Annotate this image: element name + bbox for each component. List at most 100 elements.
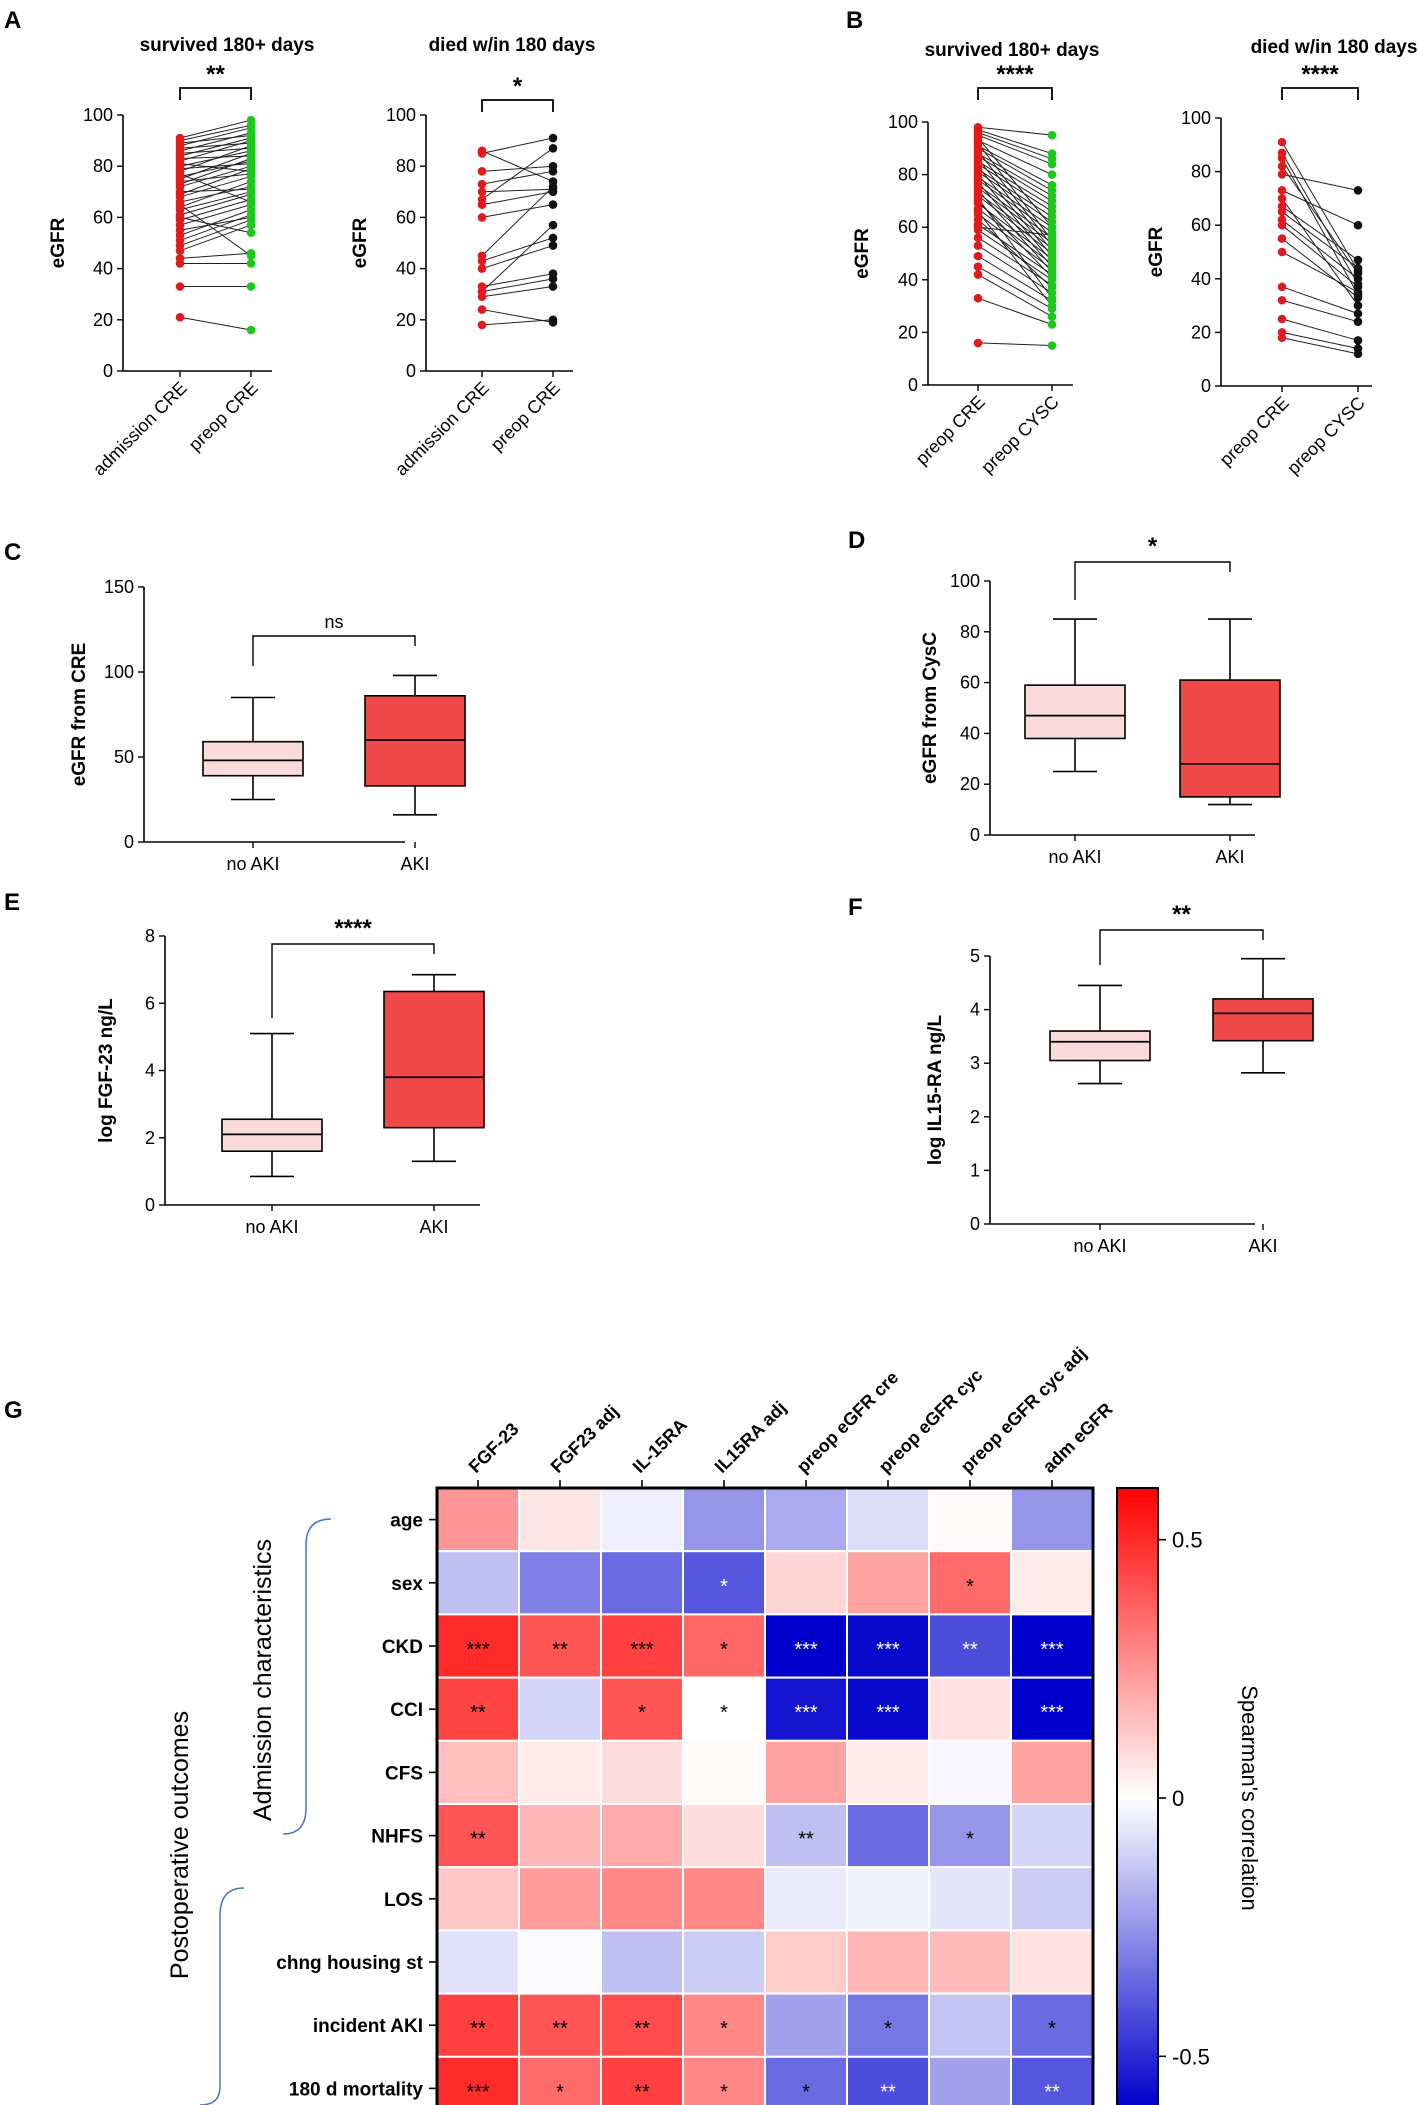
box [1049,1030,1151,1062]
data-point-after [1353,309,1363,318]
data-point-after [246,184,256,194]
significance-star: ** [552,2018,568,2040]
heatmap-cell [764,1613,848,1679]
pair-line [977,142,1053,241]
pair-line [481,204,554,218]
y-tick-label: 40 [93,259,113,279]
pair-line [1281,331,1359,349]
pair-line [179,214,252,241]
pair-line [977,187,1053,244]
data-point-after [246,167,256,176]
panel-c-boxplot: 0 50 100 150 eGFR from CRE no AKI AKI ns [69,577,466,874]
heatmap-cell [518,1866,602,1932]
heatmap-cell [1010,1992,1094,2058]
pair-line [179,216,252,231]
pair-line [977,192,1053,249]
box [1179,679,1281,798]
heatmap-cell [436,1866,520,1932]
data-point-after [1353,336,1363,345]
x-tick-label: AKI [400,854,429,874]
significance-bracket [179,87,252,100]
panel-letter-d: D [848,527,865,554]
plot-title: survived 180+ days [140,35,315,56]
y-tick-label: 0 [908,375,918,395]
heatmap-cell [764,1803,848,1869]
pair-line [977,161,1053,207]
pair-line [481,237,554,262]
pair-line [481,224,554,293]
y-tick-label: 20 [898,322,918,342]
x-tick-label: no AKI [245,1217,298,1237]
pair-line [179,204,252,226]
heatmap-cell [764,1929,848,1995]
x-tick-label: AKI [1215,847,1244,867]
heatmap-cell [1010,1929,1094,1995]
heatmap-cell [682,1739,766,1806]
pair-line [1281,157,1359,296]
heatmap-cell [682,1676,766,1742]
y-axis-title: log FGF-23 ng/L [96,998,117,1143]
pair-line [179,150,252,167]
data-point-before [477,213,487,222]
heatmap-cell [928,1487,1012,1553]
significance-star: ** [470,1702,486,1724]
pair-line [977,245,1053,294]
data-point-before [973,133,983,143]
data-point-before [1277,202,1287,211]
panel-letter-b: B [846,7,863,34]
heatmap-cell [764,1487,848,1553]
significance-label: ** [206,61,225,88]
row-label: LOS [384,1890,423,1911]
data-point-before [1277,137,1287,147]
y-tick-label: 0 [124,832,134,852]
y-tick-label: 60 [898,217,918,237]
row-label: CKD [382,1637,423,1658]
data-point-after [246,151,256,161]
y-axis-title: eGFR [350,217,371,268]
pair-line [977,153,1053,197]
data-point-after [246,159,256,168]
heatmap-cell [600,1929,684,1995]
pair-line [481,165,554,172]
y-tick-label: 5 [970,946,980,966]
heatmap-cell [928,1992,1012,2058]
data-point-before [973,122,983,132]
pair-line [977,197,1053,299]
data-point-after [246,228,256,238]
data-point-after [1047,293,1057,303]
pair-line [1281,189,1359,226]
y-tick-label: 20 [93,310,113,330]
colorbar-tick-label: -0.5 [1172,2044,1210,2069]
data-point-before [1277,194,1287,203]
box [1212,998,1314,1042]
heatmap-cell [436,1739,520,1806]
x-tick-label: no AKI [1073,1236,1126,1256]
pair-line [179,175,252,198]
pair-line [179,173,252,203]
box [383,990,485,1129]
pair-line [481,170,554,185]
data-point-after [1047,301,1057,311]
group-bracket [282,1518,332,1835]
heatmap-cell [1010,1803,1094,1869]
data-point-after [548,143,558,153]
heatmap-cell [764,1992,848,2058]
significance-star: *** [794,1702,818,1724]
data-point-after [548,220,558,230]
heatmap-cell [846,1550,930,1616]
pair-line [1281,251,1359,293]
pair-line [977,174,1053,262]
pair-line [179,163,252,172]
pair-line [481,245,554,270]
pair-line [977,342,1053,347]
data-point-before [1277,161,1287,171]
data-point-after [246,251,256,261]
panel-g-heatmap: * **** ** *** * *** *** ** ***** * * *** *** ***** ** *… [166,1343,1262,2105]
data-point-after [1353,266,1363,276]
pair-line [977,237,1053,286]
data-point-before [477,179,487,189]
heatmap-cell [436,2055,520,2105]
significance-star: * [884,2018,892,2040]
